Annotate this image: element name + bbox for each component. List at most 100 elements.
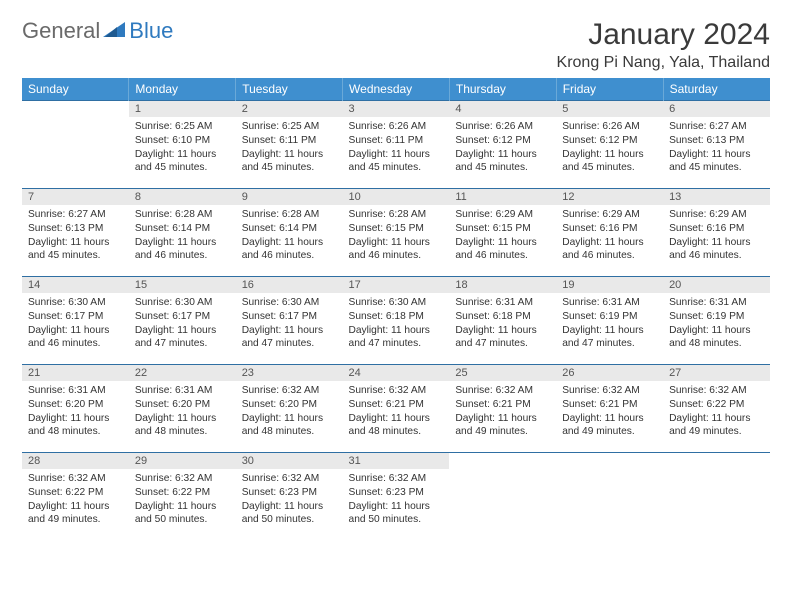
location: Krong Pi Nang, Yala, Thailand [557,54,770,72]
day-content: Sunrise: 6:25 AMSunset: 6:10 PMDaylight:… [129,117,236,179]
calendar-body: .1Sunrise: 6:25 AMSunset: 6:10 PMDayligh… [22,101,770,541]
day-content: Sunrise: 6:26 AMSunset: 6:12 PMDaylight:… [449,117,556,179]
day-content: Sunrise: 6:32 AMSunset: 6:23 PMDaylight:… [343,469,450,531]
header: General Blue January 2024 Krong Pi Nang,… [22,18,770,72]
day-content: Sunrise: 6:28 AMSunset: 6:14 PMDaylight:… [236,205,343,267]
calendar-cell: 15Sunrise: 6:30 AMSunset: 6:17 PMDayligh… [129,277,236,365]
calendar-cell: . [449,453,556,541]
day-number: 21 [22,365,129,381]
calendar-row: 7Sunrise: 6:27 AMSunset: 6:13 PMDaylight… [22,189,770,277]
calendar-cell: 22Sunrise: 6:31 AMSunset: 6:20 PMDayligh… [129,365,236,453]
weekday-header: Tuesday [236,78,343,101]
day-number: 17 [343,277,450,293]
title-block: January 2024 Krong Pi Nang, Yala, Thaila… [557,18,770,72]
day-number: 2 [236,101,343,117]
day-content: Sunrise: 6:32 AMSunset: 6:22 PMDaylight:… [663,381,770,443]
calendar-cell: 9Sunrise: 6:28 AMSunset: 6:14 PMDaylight… [236,189,343,277]
calendar-cell: 12Sunrise: 6:29 AMSunset: 6:16 PMDayligh… [556,189,663,277]
day-number: 11 [449,189,556,205]
calendar-cell: 21Sunrise: 6:31 AMSunset: 6:20 PMDayligh… [22,365,129,453]
calendar-cell: 7Sunrise: 6:27 AMSunset: 6:13 PMDaylight… [22,189,129,277]
calendar-cell: 3Sunrise: 6:26 AMSunset: 6:11 PMDaylight… [343,101,450,189]
day-number: 28 [22,453,129,469]
day-content: Sunrise: 6:25 AMSunset: 6:11 PMDaylight:… [236,117,343,179]
month-title: January 2024 [557,18,770,52]
day-content: Sunrise: 6:28 AMSunset: 6:15 PMDaylight:… [343,205,450,267]
day-content: Sunrise: 6:32 AMSunset: 6:21 PMDaylight:… [343,381,450,443]
day-content: Sunrise: 6:26 AMSunset: 6:12 PMDaylight:… [556,117,663,179]
calendar-cell: 19Sunrise: 6:31 AMSunset: 6:19 PMDayligh… [556,277,663,365]
calendar-cell: 6Sunrise: 6:27 AMSunset: 6:13 PMDaylight… [663,101,770,189]
day-number: 19 [556,277,663,293]
calendar-header-row: SundayMondayTuesdayWednesdayThursdayFrid… [22,78,770,101]
calendar-cell: 28Sunrise: 6:32 AMSunset: 6:22 PMDayligh… [22,453,129,541]
weekday-header: Monday [129,78,236,101]
day-number: 20 [663,277,770,293]
day-content: Sunrise: 6:30 AMSunset: 6:17 PMDaylight:… [22,293,129,355]
calendar-cell: 2Sunrise: 6:25 AMSunset: 6:11 PMDaylight… [236,101,343,189]
calendar-cell: 26Sunrise: 6:32 AMSunset: 6:21 PMDayligh… [556,365,663,453]
calendar-cell: 20Sunrise: 6:31 AMSunset: 6:19 PMDayligh… [663,277,770,365]
weekday-header: Wednesday [343,78,450,101]
day-content: Sunrise: 6:26 AMSunset: 6:11 PMDaylight:… [343,117,450,179]
calendar-cell: 23Sunrise: 6:32 AMSunset: 6:20 PMDayligh… [236,365,343,453]
day-content: Sunrise: 6:30 AMSunset: 6:17 PMDaylight:… [236,293,343,355]
day-content: Sunrise: 6:27 AMSunset: 6:13 PMDaylight:… [663,117,770,179]
calendar-cell: 25Sunrise: 6:32 AMSunset: 6:21 PMDayligh… [449,365,556,453]
calendar-cell: . [22,101,129,189]
day-content: Sunrise: 6:32 AMSunset: 6:21 PMDaylight:… [449,381,556,443]
calendar-cell: 10Sunrise: 6:28 AMSunset: 6:15 PMDayligh… [343,189,450,277]
day-number: 9 [236,189,343,205]
day-content: Sunrise: 6:30 AMSunset: 6:18 PMDaylight:… [343,293,450,355]
weekday-header: Saturday [663,78,770,101]
calendar-cell: 8Sunrise: 6:28 AMSunset: 6:14 PMDaylight… [129,189,236,277]
logo: General Blue [22,18,173,44]
calendar-row: 21Sunrise: 6:31 AMSunset: 6:20 PMDayligh… [22,365,770,453]
day-content: Sunrise: 6:31 AMSunset: 6:20 PMDaylight:… [22,381,129,443]
day-number: 13 [663,189,770,205]
day-number: 7 [22,189,129,205]
day-number: 4 [449,101,556,117]
day-number: 26 [556,365,663,381]
day-number: 6 [663,101,770,117]
calendar-cell: 1Sunrise: 6:25 AMSunset: 6:10 PMDaylight… [129,101,236,189]
calendar-cell: 14Sunrise: 6:30 AMSunset: 6:17 PMDayligh… [22,277,129,365]
day-number: 18 [449,277,556,293]
day-content: Sunrise: 6:31 AMSunset: 6:19 PMDaylight:… [556,293,663,355]
day-number: 30 [236,453,343,469]
calendar-cell: 11Sunrise: 6:29 AMSunset: 6:15 PMDayligh… [449,189,556,277]
calendar-cell: 16Sunrise: 6:30 AMSunset: 6:17 PMDayligh… [236,277,343,365]
weekday-header: Friday [556,78,663,101]
calendar-cell: 18Sunrise: 6:31 AMSunset: 6:18 PMDayligh… [449,277,556,365]
calendar-row: 14Sunrise: 6:30 AMSunset: 6:17 PMDayligh… [22,277,770,365]
day-content: Sunrise: 6:31 AMSunset: 6:19 PMDaylight:… [663,293,770,355]
calendar-cell: 5Sunrise: 6:26 AMSunset: 6:12 PMDaylight… [556,101,663,189]
day-number: 24 [343,365,450,381]
calendar-cell: 17Sunrise: 6:30 AMSunset: 6:18 PMDayligh… [343,277,450,365]
day-number: 5 [556,101,663,117]
day-content: Sunrise: 6:32 AMSunset: 6:23 PMDaylight:… [236,469,343,531]
calendar-cell: 31Sunrise: 6:32 AMSunset: 6:23 PMDayligh… [343,453,450,541]
calendar-row: 28Sunrise: 6:32 AMSunset: 6:22 PMDayligh… [22,453,770,541]
day-number: 22 [129,365,236,381]
logo-text-blue: Blue [129,18,173,44]
calendar-cell: . [556,453,663,541]
day-number: 12 [556,189,663,205]
calendar-cell: 24Sunrise: 6:32 AMSunset: 6:21 PMDayligh… [343,365,450,453]
logo-triangle-icon [103,20,125,43]
calendar-row: .1Sunrise: 6:25 AMSunset: 6:10 PMDayligh… [22,101,770,189]
day-content: Sunrise: 6:32 AMSunset: 6:22 PMDaylight:… [129,469,236,531]
day-number: 29 [129,453,236,469]
day-content: Sunrise: 6:29 AMSunset: 6:16 PMDaylight:… [663,205,770,267]
calendar-cell: . [663,453,770,541]
logo-text-general: General [22,18,100,44]
calendar-cell: 29Sunrise: 6:32 AMSunset: 6:22 PMDayligh… [129,453,236,541]
day-number: 31 [343,453,450,469]
day-content: Sunrise: 6:28 AMSunset: 6:14 PMDaylight:… [129,205,236,267]
day-number: 15 [129,277,236,293]
day-number: 16 [236,277,343,293]
day-number: 25 [449,365,556,381]
day-content: Sunrise: 6:31 AMSunset: 6:18 PMDaylight:… [449,293,556,355]
calendar-cell: 27Sunrise: 6:32 AMSunset: 6:22 PMDayligh… [663,365,770,453]
day-number: 27 [663,365,770,381]
